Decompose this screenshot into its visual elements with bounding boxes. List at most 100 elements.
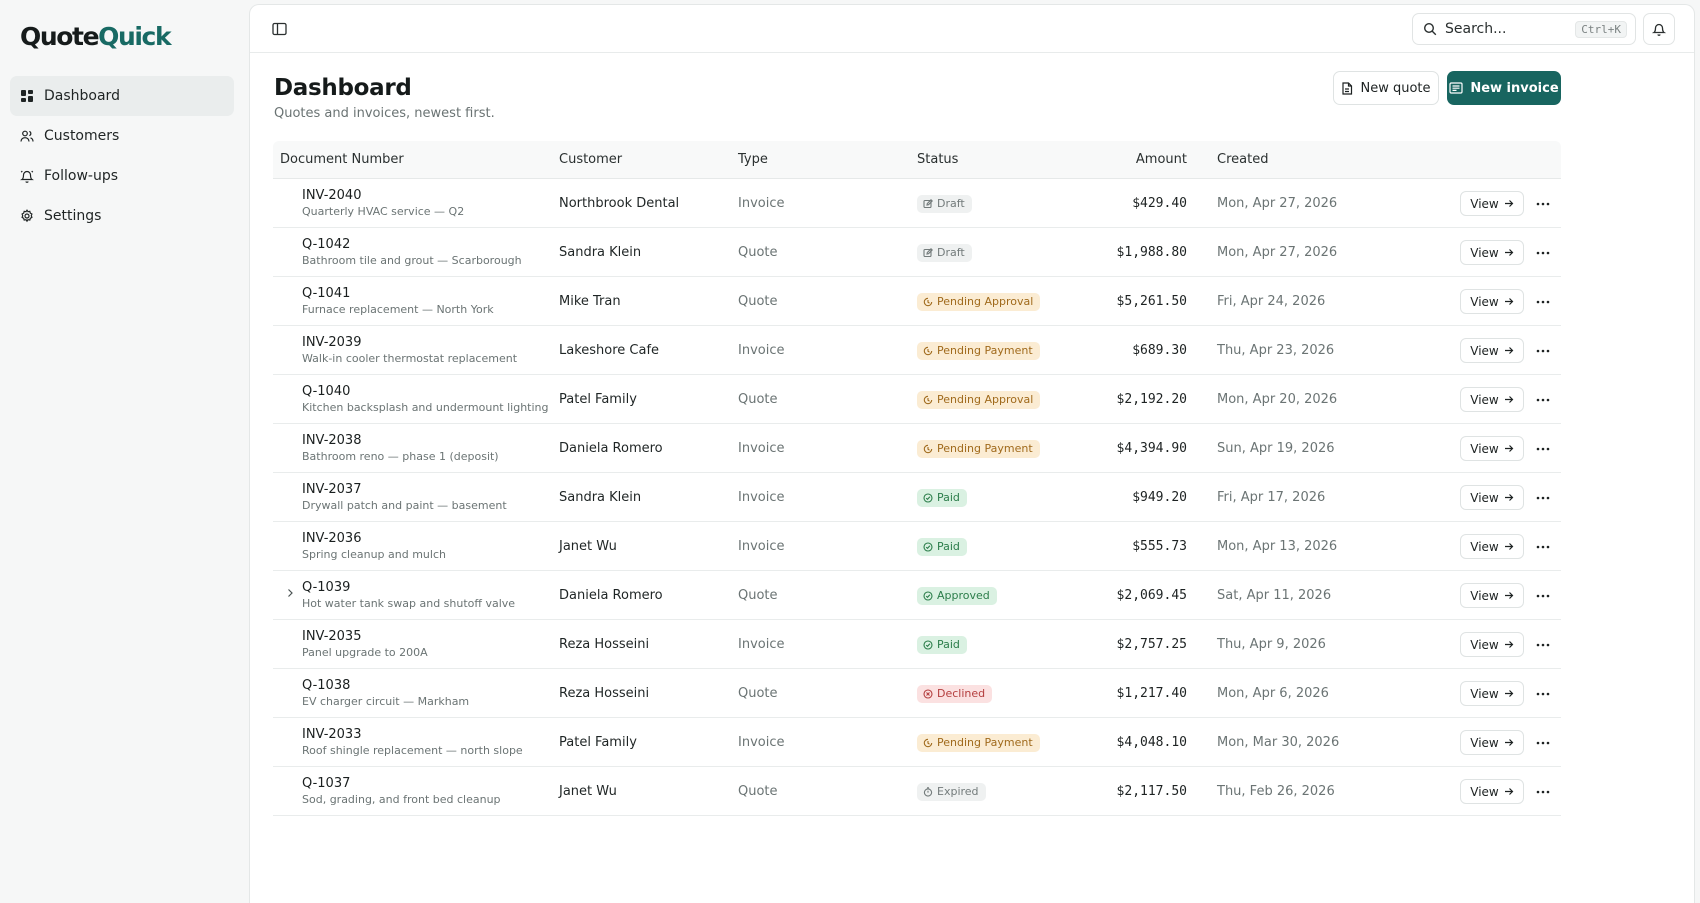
document-number[interactable]: INV-2037 (302, 482, 362, 497)
more-actions-button[interactable] (1531, 387, 1555, 412)
document-cell: INV-2039 Walk-in cooler thermostat replac… (273, 334, 559, 366)
more-actions-button[interactable] (1531, 583, 1555, 608)
status-badge: Expired (917, 782, 986, 801)
column-header-status[interactable]: Status (917, 152, 959, 167)
column-header-amount[interactable]: Amount (1135, 152, 1187, 167)
view-button-label: View (1470, 539, 1499, 554)
type-cell: Quote (738, 391, 778, 407)
sidebar-item-dashboard[interactable]: Dashboard (10, 76, 234, 116)
column-header-created[interactable]: Created (1217, 152, 1269, 167)
status-label: Expired (937, 785, 979, 798)
more-actions-button[interactable] (1531, 730, 1555, 755)
view-button[interactable]: View (1460, 338, 1524, 363)
view-button-label: View (1470, 735, 1499, 750)
view-button[interactable]: View (1460, 583, 1524, 608)
timer-icon (923, 786, 933, 797)
view-button[interactable]: View (1460, 485, 1524, 510)
more-actions-button[interactable] (1531, 436, 1555, 461)
document-number[interactable]: Q-1041 (302, 286, 351, 301)
table-row[interactable]: Q-1038 EV charger circuit — Markham Reza H… (273, 669, 1561, 718)
view-button[interactable]: View (1460, 387, 1524, 412)
new-invoice-button[interactable]: New invoice (1447, 71, 1561, 105)
document-number[interactable]: Q-1039 (302, 580, 351, 595)
notifications-button[interactable] (1643, 13, 1675, 45)
view-button[interactable]: View (1460, 191, 1524, 216)
table-row[interactable]: Q-1037 Sod, grading, and front bed cleanu… (273, 767, 1561, 816)
document-number[interactable]: Q-1040 (302, 384, 351, 399)
table-row[interactable]: INV-2039 Walk-in cooler thermostat replac… (273, 326, 1561, 375)
customer-cell: Patel Family (559, 734, 637, 750)
view-button[interactable]: View (1460, 289, 1524, 314)
document-number[interactable]: INV-2036 (302, 531, 362, 546)
more-actions-button[interactable] (1531, 289, 1555, 314)
amount-cell: $4,394.90 (1116, 440, 1187, 456)
status-cell: Paid (917, 488, 1047, 507)
column-header-type[interactable]: Type (738, 152, 768, 167)
type-cell: Invoice (738, 195, 785, 211)
document-number[interactable]: Q-1038 (302, 678, 351, 693)
document-number[interactable]: Q-1042 (302, 237, 351, 252)
column-header-customer[interactable]: Customer (559, 152, 623, 167)
document-number[interactable]: INV-2035 (302, 629, 362, 644)
more-horizontal-icon (1536, 496, 1550, 500)
type-cell: Invoice (738, 342, 785, 358)
document-description: Panel upgrade to 200A (302, 646, 428, 659)
customer-cell: Patel Family (559, 391, 637, 407)
users-icon (20, 129, 34, 143)
document-number[interactable]: INV-2033 (302, 727, 362, 742)
brand-logo[interactable]: Quote Quick (20, 18, 172, 54)
view-button-label: View (1470, 441, 1499, 456)
sidebar-item-follow-ups[interactable]: Follow-ups (10, 156, 234, 196)
new-quote-button[interactable]: New quote (1333, 71, 1439, 105)
document-info: INV-2039 Walk-in cooler thermostat replac… (280, 334, 559, 366)
view-button[interactable]: View (1460, 534, 1524, 559)
table-row[interactable]: INV-2033 Roof shingle replacement — north… (273, 718, 1561, 767)
document-number[interactable]: INV-2040 (302, 188, 362, 203)
arrow-right-icon (1504, 738, 1514, 747)
view-button[interactable]: View (1460, 681, 1524, 706)
customer-cell: Lakeshore Cafe (559, 342, 660, 358)
more-actions-button[interactable] (1531, 191, 1555, 216)
view-button[interactable]: View (1460, 436, 1524, 461)
table-row[interactable]: Q-1042 Bathroom tile and grout — Scarboro… (273, 228, 1561, 277)
table-header: Document Number Customer Type Status Amo… (273, 141, 1561, 179)
bell-icon (20, 169, 34, 183)
more-actions-button[interactable] (1531, 681, 1555, 706)
table-row[interactable]: Q-1039 Hot water tank swap and shutoff va… (273, 571, 1561, 620)
amount-cell: $1,988.80 (1116, 244, 1187, 260)
table-row[interactable]: INV-2036 Spring cleanup and mulch Janet Wu… (273, 522, 1561, 571)
table-row[interactable]: INV-2040 Quarterly HVAC service — Q2 North… (273, 179, 1561, 228)
chevron-right-icon[interactable] (285, 588, 295, 598)
sidebar-item-settings[interactable]: Settings (10, 196, 234, 236)
more-actions-button[interactable] (1531, 534, 1555, 559)
customer-cell: Reza Hosseini (559, 685, 650, 701)
table-row[interactable]: INV-2035 Panel upgrade to 200A Reza Hossei… (273, 620, 1561, 669)
document-number[interactable]: INV-2039 (302, 335, 362, 350)
view-button[interactable]: View (1460, 240, 1524, 265)
table-row[interactable]: Q-1041 Furnace replacement — North York Mi… (273, 277, 1561, 326)
document-cell: INV-2035 Panel upgrade to 200A (273, 628, 559, 660)
view-button[interactable]: View (1460, 779, 1524, 804)
document-cell: Q-1039 Hot water tank swap and shutoff va… (273, 579, 559, 611)
view-button[interactable]: View (1460, 632, 1524, 657)
view-button[interactable]: View (1460, 730, 1524, 755)
sidebar-item-customers[interactable]: Customers (10, 116, 234, 156)
more-horizontal-icon (1536, 741, 1550, 745)
more-actions-button[interactable] (1531, 779, 1555, 804)
column-header-document-number[interactable]: Document Number (280, 152, 404, 167)
table-row[interactable]: INV-2038 Bathroom reno — phase 1 (deposit… (273, 424, 1561, 473)
more-actions-button[interactable] (1531, 240, 1555, 265)
more-actions-button[interactable] (1531, 485, 1555, 510)
sidebar-toggle-icon[interactable] (270, 20, 288, 38)
more-actions-button[interactable] (1531, 338, 1555, 363)
document-number[interactable]: INV-2038 (302, 433, 362, 448)
table-row[interactable]: INV-2037 Drywall patch and paint — baseme… (273, 473, 1561, 522)
table-row[interactable]: Q-1040 Kitchen backsplash and undermount … (273, 375, 1561, 424)
sidebar-item-label: Settings (44, 208, 102, 224)
more-actions-button[interactable] (1531, 632, 1555, 657)
main-panel: Search... Ctrl+K Dashboard Quotes and in… (249, 4, 1695, 903)
sidebar-item-label: Follow-ups (44, 168, 119, 184)
search-input[interactable]: Search... Ctrl+K (1412, 13, 1636, 45)
search-placeholder: Search... (1445, 21, 1507, 37)
document-number[interactable]: Q-1037 (302, 776, 351, 791)
